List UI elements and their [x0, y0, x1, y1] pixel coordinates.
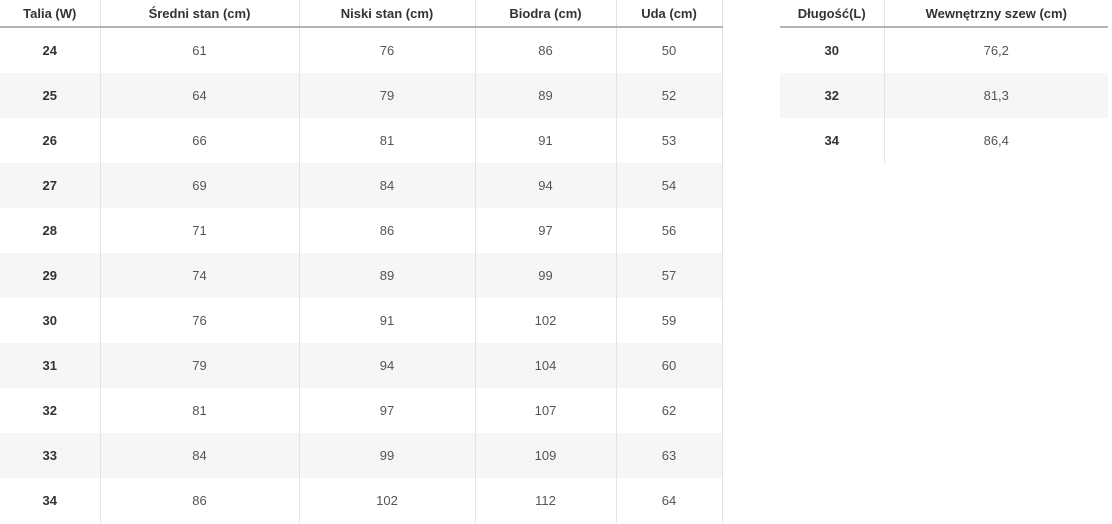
header-cell: Wewnętrzny szew (cm)	[884, 0, 1108, 28]
measurement-cell: 59	[616, 298, 723, 343]
header-cell: Talia (W)	[0, 0, 101, 28]
size-cell: 25	[0, 73, 101, 118]
waist-size-table: Talia (W) Średni stan (cm) Niski stan (cm)…	[0, 0, 723, 523]
measurement-cell: 97	[475, 208, 617, 253]
measurement-cell: 84	[100, 433, 300, 478]
header-cell: Średni stan (cm)	[100, 0, 300, 28]
measurement-cell: 79	[100, 343, 300, 388]
table-row: 34 86,4	[779, 118, 1108, 163]
measurement-cell: 57	[616, 253, 723, 298]
measurement-cell: 79	[299, 73, 476, 118]
measurement-cell: 102	[299, 478, 476, 523]
measurement-cell: 81	[100, 388, 300, 433]
measurement-cell: 62	[616, 388, 723, 433]
header-row: Długość(L) Wewnętrzny szew (cm)	[779, 0, 1108, 28]
size-cell: 34	[779, 118, 885, 163]
measurement-cell: 89	[299, 253, 476, 298]
header-row: Talia (W) Średni stan (cm) Niski stan (cm)…	[0, 0, 723, 28]
measurement-cell: 76	[100, 298, 300, 343]
measurement-cell: 94	[299, 343, 476, 388]
measurement-cell: 64	[616, 478, 723, 523]
measurement-cell: 94	[475, 163, 617, 208]
size-cell: 32	[0, 388, 101, 433]
measurement-cell: 102	[475, 298, 617, 343]
size-cell: 31	[0, 343, 101, 388]
length-size-table-body: 30 76,2 32 81,3 34 86,4	[779, 27, 1108, 163]
size-cell: 30	[779, 27, 885, 73]
size-cell: 26	[0, 118, 101, 163]
measurement-cell: 61	[100, 27, 300, 73]
table-row: 29 74 89 99 57	[0, 253, 723, 298]
measurement-cell: 50	[616, 27, 723, 73]
measurement-cell: 81	[299, 118, 476, 163]
measurement-cell: 86	[100, 478, 300, 523]
size-cell: 32	[779, 73, 885, 118]
table-row: 28 71 86 97 56	[0, 208, 723, 253]
measurement-cell: 86	[299, 208, 476, 253]
size-cell: 27	[0, 163, 101, 208]
header-cell: Biodra (cm)	[475, 0, 617, 28]
waist-size-table-body: 24 61 76 86 50 25 64 79 89 52 26 66 81 91 53 27 69 84 94 54…	[0, 27, 723, 523]
measurement-cell: 91	[299, 298, 476, 343]
measurement-cell: 107	[475, 388, 617, 433]
size-cell: 29	[0, 253, 101, 298]
measurement-cell: 89	[475, 73, 617, 118]
size-cell: 33	[0, 433, 101, 478]
measurement-cell: 86,4	[884, 118, 1108, 163]
measurement-cell: 91	[475, 118, 617, 163]
measurement-cell: 74	[100, 253, 300, 298]
measurement-cell: 86	[475, 27, 617, 73]
measurement-cell: 56	[616, 208, 723, 253]
measurement-cell: 112	[475, 478, 617, 523]
measurement-cell: 97	[299, 388, 476, 433]
measurement-cell: 109	[475, 433, 617, 478]
table-row: 34 86 102 112 64	[0, 478, 723, 523]
table-row: 30 76,2	[779, 27, 1108, 73]
length-size-table: Długość(L) Wewnętrzny szew (cm) 30 76,2 32 8…	[779, 0, 1108, 163]
measurement-cell: 52	[616, 73, 723, 118]
measurement-cell: 99	[475, 253, 617, 298]
table-row: 31 79 94 104 60	[0, 343, 723, 388]
measurement-cell: 69	[100, 163, 300, 208]
size-cell: 28	[0, 208, 101, 253]
measurement-cell: 60	[616, 343, 723, 388]
header-cell: Niski stan (cm)	[299, 0, 476, 28]
table-row: 33 84 99 109 63	[0, 433, 723, 478]
measurement-cell: 54	[616, 163, 723, 208]
measurement-cell: 76	[299, 27, 476, 73]
table-row: 24 61 76 86 50	[0, 27, 723, 73]
table-row: 30 76 91 102 59	[0, 298, 723, 343]
measurement-cell: 81,3	[884, 73, 1108, 118]
measurement-cell: 64	[100, 73, 300, 118]
table-row: 32 81 97 107 62	[0, 388, 723, 433]
size-cell: 34	[0, 478, 101, 523]
measurement-cell: 53	[616, 118, 723, 163]
header-cell: Uda (cm)	[616, 0, 723, 28]
measurement-cell: 84	[299, 163, 476, 208]
size-cell: 24	[0, 27, 101, 73]
header-cell: Długość(L)	[779, 0, 885, 28]
table-row: 27 69 84 94 54	[0, 163, 723, 208]
size-cell: 30	[0, 298, 101, 343]
measurement-cell: 99	[299, 433, 476, 478]
measurement-cell: 66	[100, 118, 300, 163]
table-row: 32 81,3	[779, 73, 1108, 118]
measurement-cell: 104	[475, 343, 617, 388]
measurement-cell: 76,2	[884, 27, 1108, 73]
measurement-cell: 63	[616, 433, 723, 478]
table-row: 25 64 79 89 52	[0, 73, 723, 118]
measurement-cell: 71	[100, 208, 300, 253]
table-row: 26 66 81 91 53	[0, 118, 723, 163]
